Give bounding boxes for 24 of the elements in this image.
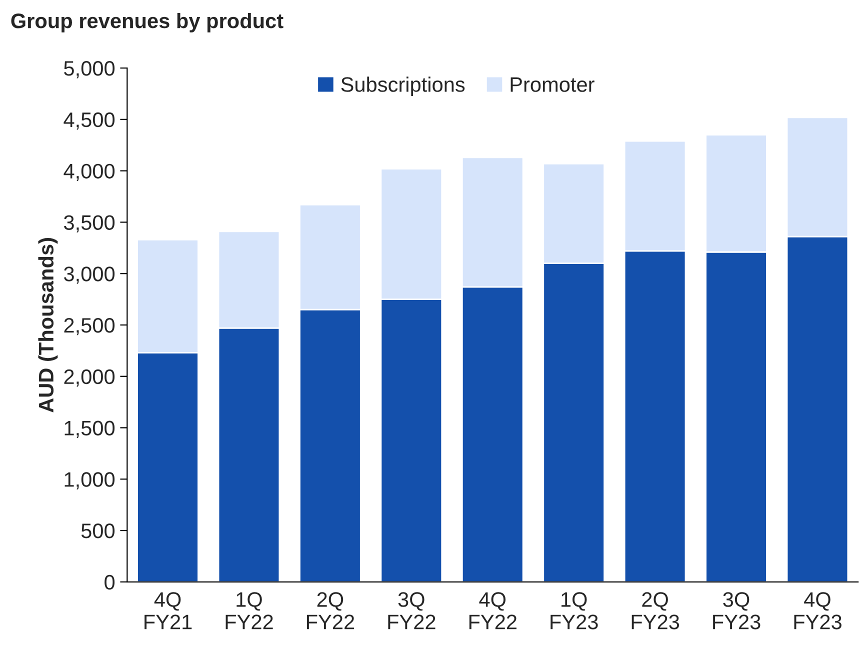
x-tick-label: 4Q FY23 xyxy=(794,592,842,630)
y-tick-label: 3,000 xyxy=(64,266,115,284)
x-tick-label: 2Q FY23 xyxy=(632,592,680,630)
x-tick-label: 1Q FY22 xyxy=(226,592,273,630)
y-tick-label: 0 xyxy=(104,574,115,590)
x-tick-label: 3Q FY22 xyxy=(388,592,436,630)
y-tick-label: 1,000 xyxy=(64,472,115,490)
y-tick-label: 4,500 xyxy=(64,112,115,130)
x-tick-label: 4Q FY22 xyxy=(469,592,516,630)
y-tick-label: 2,000 xyxy=(64,369,115,387)
legend-label: Promoter xyxy=(510,77,594,92)
x-tick-label: 2Q FY22 xyxy=(307,592,354,630)
y-tick-label: 3,500 xyxy=(64,215,115,232)
y-tick-label: 500 xyxy=(81,524,115,538)
x-tick-label: 1Q FY23 xyxy=(550,592,598,630)
legend-label: Subscriptions xyxy=(341,76,465,96)
x-tick-label: 3Q FY23 xyxy=(713,592,760,630)
y-tick-label: 1,500 xyxy=(64,420,115,438)
x-tick-label: 4Q FY21 xyxy=(144,592,192,630)
y-axis-title: AUD (Thousands) xyxy=(38,238,58,412)
y-tick-label: 2,500 xyxy=(64,318,115,336)
chart-title: Group revenues by product xyxy=(11,12,284,32)
y-tick-label: 4,000 xyxy=(64,164,115,182)
y-tick-label: 5,000 xyxy=(64,61,115,78)
